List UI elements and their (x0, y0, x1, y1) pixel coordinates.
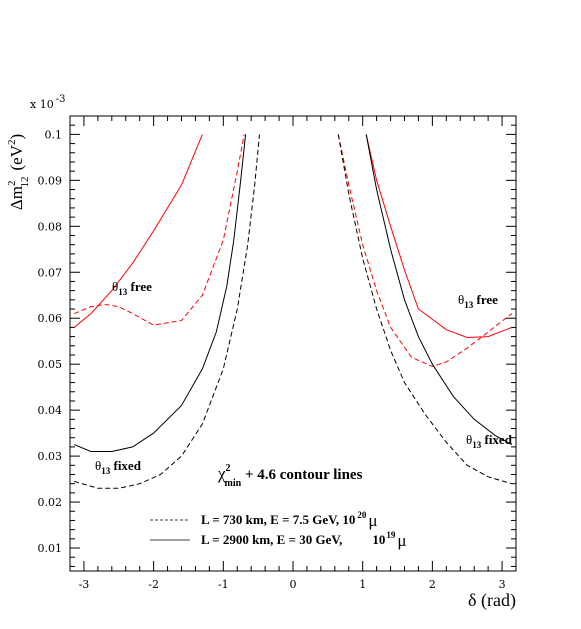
x-tick-label: -2 (148, 578, 159, 591)
y-axis-m: m (7, 186, 26, 199)
x-tick-label: 1 (359, 578, 366, 591)
y-axis-units-sup: 2 (6, 140, 18, 146)
y-axis-units-close: ) (7, 134, 26, 140)
y-tick-label: 0.02 (38, 496, 63, 509)
y-tick-label: 0.08 (38, 220, 63, 233)
series-line-6 (365, 134, 513, 446)
axis-tick-labels: -3 -2 -1 0 1 2 3 0.01 0.02 0.03 0.04 0.05 0.06 0.07 0.… (38, 128, 506, 591)
legend-entry-1: L = 730 km, E = 7.5 GeV, 10 20 μ (201, 510, 377, 530)
y-scale-label: x 10 -3 (30, 94, 65, 111)
y-axis-delta: Δ (7, 199, 26, 210)
x-tick-label: -1 (218, 578, 229, 591)
series-line-3 (74, 134, 260, 489)
y-tick-label: 0.05 (38, 358, 63, 371)
annotation-chi2: χ2 min + 4.6 contour lines (217, 463, 363, 489)
y-axis-title: Δm212(eV2) (6, 134, 31, 210)
y-tick-label: 0.09 (38, 174, 63, 187)
series-line-2 (74, 134, 247, 452)
legend-entry-2: L = 2900 km, E = 30 GeV, 1019 μ (201, 530, 406, 550)
y-tick-label: 0.01 (38, 542, 63, 555)
annotation-theta-free-left: θ13 free (112, 279, 152, 297)
svg-text:Δm212(eV2): Δm212(eV2) (6, 134, 31, 210)
x-tick-label: 0 (290, 578, 297, 591)
y-tick-label: 0.03 (38, 450, 63, 463)
x-tick-label: -3 (79, 578, 90, 591)
y-tick-label: 0.06 (38, 312, 63, 325)
series-line-0 (73, 134, 203, 328)
y-tick-label: 0.04 (38, 404, 63, 417)
curves (73, 134, 513, 489)
annotation-theta-fixed-right: θ13 fixed (466, 432, 513, 450)
annotation-theta-free-right: θ13 free (458, 292, 498, 310)
annotation-theta-fixed-left: θ13 fixed (95, 458, 142, 476)
series-line-1 (74, 134, 245, 326)
x-tick-label: 2 (429, 578, 436, 591)
series-line-4 (365, 134, 512, 339)
y-axis-units: (eV (7, 144, 26, 170)
y-axis-m-sub: 12 (19, 176, 31, 187)
legend: L = 730 km, E = 7.5 GeV, 10 20 μ L = 2900 … (150, 510, 406, 550)
axis-ticks (69, 116, 517, 571)
y-axis-m-sup: 2 (6, 180, 18, 186)
x-axis-title: δ (rad) (468, 590, 516, 611)
series-line-7 (337, 134, 512, 485)
y-tick-label: 0.07 (38, 266, 63, 279)
series-line-5 (337, 134, 513, 368)
y-tick-label: 0.1 (45, 128, 63, 141)
x-tick-label: 3 (499, 578, 506, 591)
